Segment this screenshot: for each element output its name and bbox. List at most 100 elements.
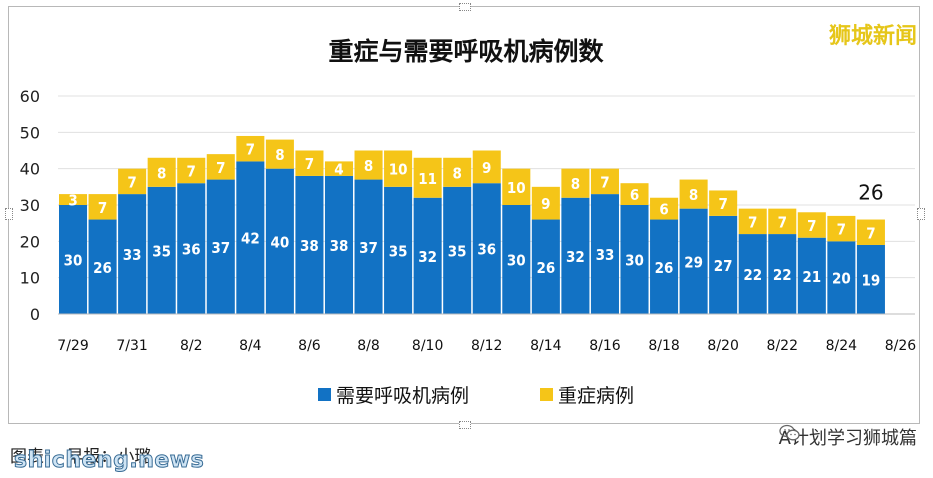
bar-severe <box>679 179 708 209</box>
data-label-severe: 6 <box>659 201 668 219</box>
data-label-ventilator: 35 <box>389 242 408 260</box>
y-tick-label: 20 <box>20 232 40 251</box>
x-tick-label: 8/12 <box>471 338 502 354</box>
resize-handle-left[interactable] <box>5 208 13 220</box>
bar-ventilator <box>236 161 265 314</box>
resize-handle-bottom[interactable] <box>459 421 471 429</box>
bar-ventilator <box>88 219 117 314</box>
legend-swatch-ventilator <box>318 388 331 401</box>
x-tick-label: 7/29 <box>57 338 88 354</box>
x-tick-label: 8/14 <box>530 338 562 354</box>
bar-ventilator <box>502 205 531 314</box>
total-annotation: 26 <box>858 181 883 205</box>
data-label-severe: 7 <box>807 217 816 235</box>
data-label-severe: 7 <box>866 224 875 242</box>
resize-handle-top[interactable] <box>459 3 471 11</box>
bar-ventilator <box>324 175 354 314</box>
data-label-severe: 9 <box>482 159 491 177</box>
data-label-severe: 8 <box>275 146 284 164</box>
bar-severe <box>650 197 679 220</box>
data-label-ventilator: 27 <box>714 257 733 275</box>
data-label-severe: 9 <box>541 195 550 213</box>
bar-ventilator <box>709 215 738 314</box>
bar-ventilator <box>590 194 619 314</box>
data-label-severe: 4 <box>334 161 343 179</box>
bar-ventilator <box>118 194 147 314</box>
x-tick-label: 8/16 <box>589 338 621 354</box>
chart-title: 重症与需要呼吸机病例数 <box>328 37 604 66</box>
data-label-ventilator: 26 <box>93 259 112 277</box>
x-tick-label: 8/20 <box>707 338 738 354</box>
bar-severe <box>59 194 88 205</box>
bar-ventilator <box>443 186 472 314</box>
data-label-ventilator: 26 <box>536 259 555 277</box>
bar-ventilator <box>265 168 294 314</box>
bar-severe <box>118 168 147 195</box>
wechat-icon <box>779 424 800 441</box>
bar-severe <box>502 168 531 205</box>
legend-label-severe: 重症病例 <box>558 385 634 407</box>
y-tick-label: 10 <box>20 269 40 288</box>
data-label-ventilator: 32 <box>418 248 437 266</box>
x-tick-label: 7/31 <box>116 338 147 354</box>
bar-ventilator <box>650 219 679 314</box>
bar-ventilator <box>797 237 826 314</box>
data-label-severe: 8 <box>689 186 698 204</box>
y-tick-label: 30 <box>20 196 40 215</box>
bar-severe <box>797 212 826 238</box>
x-tick-label: 8/6 <box>298 338 321 354</box>
data-label-severe: 11 <box>418 170 437 188</box>
bar-ventilator <box>679 208 708 314</box>
data-label-ventilator: 38 <box>330 237 349 255</box>
bar-severe <box>265 139 294 169</box>
data-label-ventilator: 21 <box>802 268 821 286</box>
data-label-severe: 3 <box>68 192 77 210</box>
data-label-ventilator: 32 <box>566 248 585 266</box>
data-label-severe: 10 <box>389 161 408 179</box>
bar-severe <box>295 150 324 176</box>
y-tick-label: 0 <box>30 305 40 324</box>
bar-severe <box>531 186 560 220</box>
data-label-severe: 7 <box>127 173 136 191</box>
y-tick-label: 40 <box>20 160 40 179</box>
bar-severe <box>177 157 206 184</box>
data-label-ventilator: 36 <box>477 241 496 259</box>
bar-ventilator <box>620 205 649 314</box>
bar-severe <box>768 208 797 235</box>
bar-ventilator <box>472 183 501 314</box>
x-tick-label: 8/8 <box>357 338 380 354</box>
y-tick-label: 60 <box>20 87 40 106</box>
data-label-ventilator: 35 <box>448 242 467 260</box>
x-tick-label: 8/2 <box>180 338 203 354</box>
bar-ventilator <box>177 183 206 314</box>
data-label-severe: 7 <box>718 195 727 213</box>
bar-ventilator <box>206 179 235 314</box>
data-label-ventilator: 20 <box>832 270 851 288</box>
bar-ventilator <box>768 234 797 314</box>
data-label-ventilator: 35 <box>152 242 171 260</box>
figure-caption: 图表： 早报：小璐 <box>10 447 152 467</box>
bar-severe <box>206 154 235 180</box>
bar-ventilator <box>295 175 324 314</box>
data-label-ventilator: 30 <box>625 252 644 270</box>
watermark-logo-text: 狮城新闻 <box>828 24 917 49</box>
data-label-ventilator: 33 <box>596 246 615 264</box>
data-label-ventilator: 26 <box>655 259 674 277</box>
bar-ventilator <box>384 186 413 314</box>
wechat-account[interactable]: A计划学习狮城篇 <box>779 424 917 450</box>
data-label-ventilator: 37 <box>211 239 230 257</box>
x-tick-label: 8/22 <box>767 338 798 354</box>
bar-severe <box>88 194 117 220</box>
bar-ventilator <box>59 205 88 314</box>
bar-ventilator <box>531 219 560 314</box>
data-label-severe: 8 <box>453 164 462 182</box>
data-label-severe: 7 <box>305 155 314 173</box>
bar-severe <box>236 135 265 162</box>
bar-severe <box>561 168 590 198</box>
data-label-severe: 7 <box>98 199 107 217</box>
bar-severe <box>413 157 442 198</box>
wechat-account-label: A计划学习狮城篇 <box>778 428 917 449</box>
resize-handle-right[interactable] <box>917 208 925 220</box>
data-label-severe: 7 <box>216 159 225 177</box>
